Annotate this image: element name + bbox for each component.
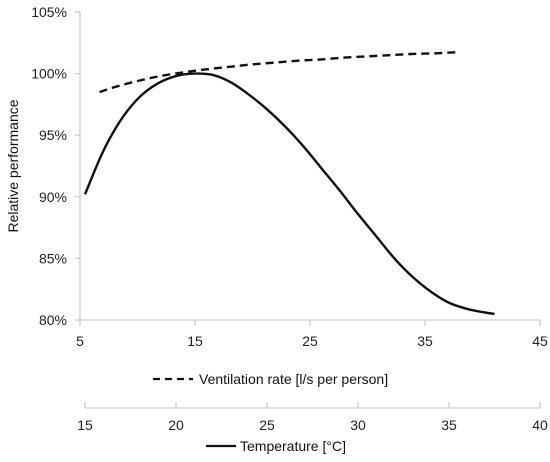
x-tick-label-ventilation: 15	[187, 333, 203, 349]
x-tick-label-temperature: 35	[441, 417, 457, 433]
x-tick-label-temperature: 40	[532, 417, 548, 433]
y-tick-label: 80%	[39, 312, 67, 328]
legend-ventilation: Ventilation rate [l/s per person]	[153, 371, 388, 387]
y-axis-label: Relative performance	[5, 99, 21, 232]
y-tick-label: 105%	[31, 4, 67, 20]
x-axis-temperature-ticks: 15 20 25 30 35 40	[77, 402, 548, 433]
series-line-temperature	[83, 72, 495, 316]
y-tick-label: 90%	[39, 189, 67, 205]
x-tick-label-ventilation: 35	[417, 333, 433, 349]
x-tick-label-ventilation: 25	[302, 333, 318, 349]
y-tick-label: 100%	[31, 66, 67, 82]
x-tick-label-temperature: 15	[77, 417, 93, 433]
legend-ventilation-label: Ventilation rate [l/s per person]	[199, 371, 388, 387]
x-tick-label-ventilation: 45	[532, 333, 548, 349]
series-layer	[83, 50, 495, 316]
x-tick-label-temperature: 25	[259, 417, 275, 433]
x-axis-ventilation-ticks: 5 15 25 35 45	[76, 320, 548, 349]
x-tick-label-ventilation: 5	[76, 333, 84, 349]
legend-temperature: Temperature [°C]	[206, 438, 346, 454]
series-line-ventilation	[99, 50, 460, 94]
y-tick-label: 95%	[39, 127, 67, 143]
x-tick-label-temperature: 30	[350, 417, 366, 433]
y-tick-labels: 80% 85% 90% 95% 100% 105%	[31, 4, 80, 328]
legend-temperature-label: Temperature [°C]	[240, 438, 346, 454]
x-tick-label-temperature: 20	[168, 417, 184, 433]
y-tick-label: 85%	[39, 250, 67, 266]
